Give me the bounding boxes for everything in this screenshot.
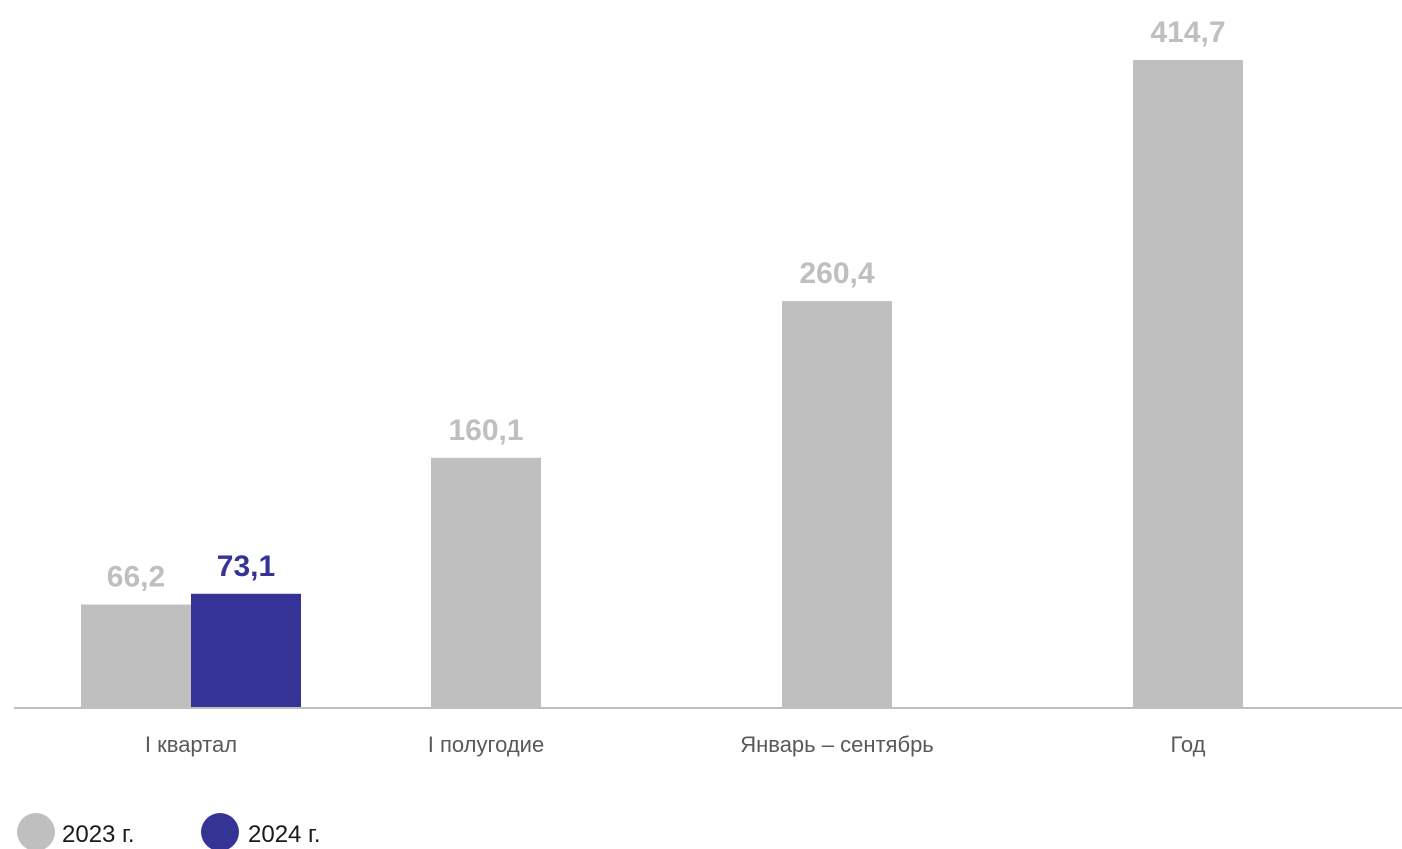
category-label-0: I квартал [145,732,237,757]
legend: 2023 г. 2024 г. [17,813,321,849]
data-label-2023-0: 66,2 [107,561,165,594]
bar-2024-0 [191,593,301,708]
category-label-1: I полугодие [428,732,544,757]
value-labels-group: 66,2 73,1 160,1 260,4 414,7 [107,16,1226,594]
bar-2023-0 [81,604,191,708]
legend-marker-2023 [17,813,55,849]
bar-2023-1 [431,457,541,708]
legend-marker-2024 [201,813,239,849]
data-label-2023-1: 160,1 [448,414,523,447]
category-labels-group: I квартал I полугодие Январь – сентябрь Год [145,732,1206,757]
bar-2023-3 [1133,60,1243,708]
category-label-2: Январь – сентябрь [740,732,934,757]
data-label-2023-3: 414,7 [1150,16,1225,49]
bar-2023-2 [782,301,892,708]
legend-label-2024: 2024 г. [248,821,321,848]
bars-group [81,60,1243,708]
data-label-2024-0: 73,1 [217,550,275,583]
data-label-2023-2: 260,4 [799,257,874,290]
category-label-3: Год [1170,732,1205,757]
legend-label-2023: 2023 г. [62,821,135,848]
